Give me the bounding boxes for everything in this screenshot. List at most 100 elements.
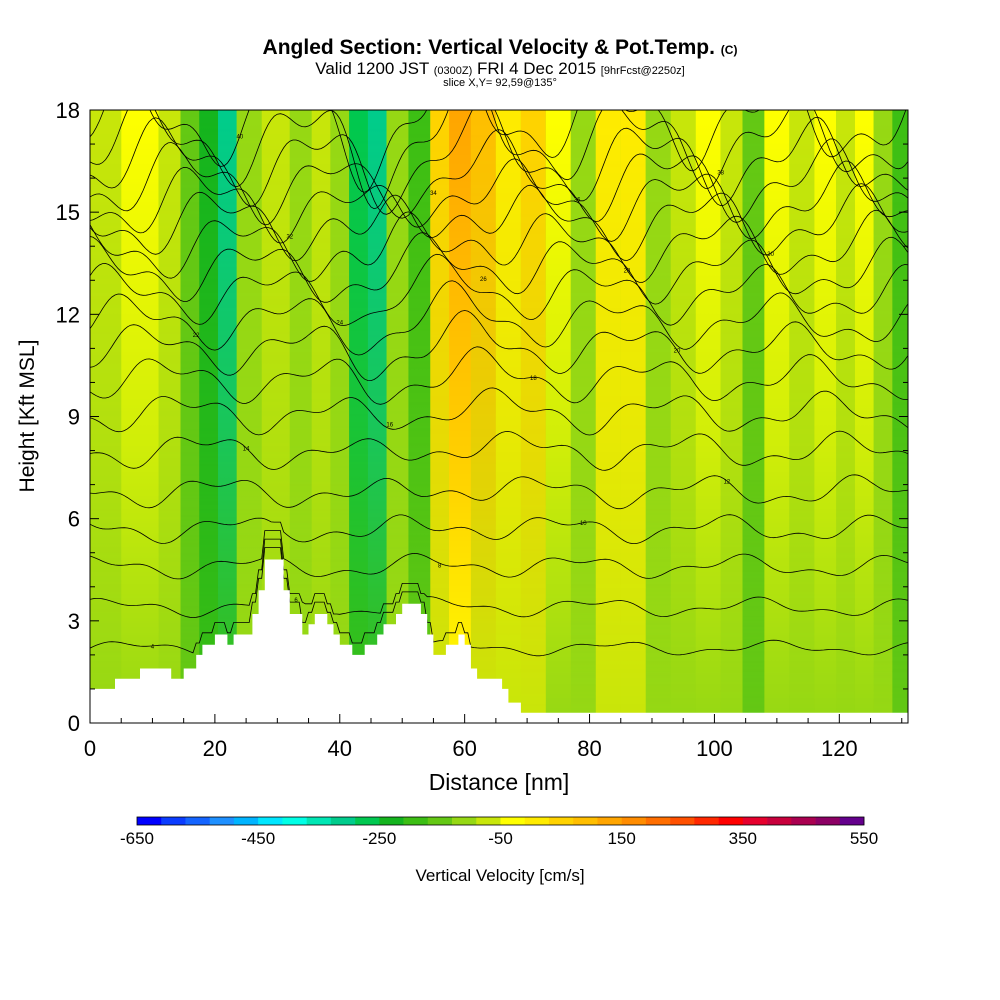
x-tick-label: 40 (328, 736, 352, 761)
velocity-column-high (720, 110, 744, 723)
colorbar-swatch (742, 817, 768, 825)
isentrope-label: 18 (530, 376, 537, 382)
velocity-column-high (520, 110, 547, 723)
isentrope-label: 6 (294, 598, 298, 604)
velocity-column-high (873, 110, 893, 723)
isentrope-line (90, 110, 908, 210)
colorbar-swatch (161, 817, 186, 825)
isentrope-label: 26 (480, 277, 487, 283)
velocity-column (386, 110, 409, 723)
velocity-column-high (289, 110, 313, 723)
valid-date: FRI 4 Dec 2015 (477, 59, 597, 78)
isentrope-label: 20 (674, 349, 681, 355)
velocity-column (180, 110, 200, 723)
colorbar-frame (136, 816, 865, 826)
velocity-column-high (158, 110, 182, 723)
isentrope-line (90, 183, 908, 262)
velocity-column (836, 110, 856, 723)
velocity-column-high (764, 110, 790, 723)
x-tick-label: 100 (696, 736, 733, 761)
colorbar-swatch (185, 817, 210, 825)
isentrope-label: 16 (386, 422, 393, 428)
y-tick-label: 3 (68, 609, 80, 634)
isentrope-line (90, 129, 908, 226)
colorbar-tick-label: -450 (241, 829, 275, 848)
colorbar-swatch (767, 817, 792, 825)
velocity-column-high (836, 110, 856, 723)
colorbar-swatch (791, 817, 816, 825)
colorbar-swatch (379, 817, 404, 825)
colorbar-swatch (476, 817, 501, 825)
isentrope-line (90, 547, 908, 657)
colorbar-swatch (282, 817, 307, 825)
y-tick-label: 9 (68, 405, 80, 430)
x-axis: 0 20 40 60 80 100 120 (84, 714, 903, 761)
velocity-column-high (620, 110, 647, 723)
colorbar-swatch (427, 817, 453, 825)
valid-time: Valid 1200 JST (315, 59, 429, 78)
colorbar-swatch (524, 817, 550, 825)
velocity-column (520, 110, 547, 723)
colorbar-swatch (839, 817, 865, 825)
velocity-column-high (570, 110, 597, 723)
isentrope-label: 38 (717, 171, 724, 177)
colorbar-swatch (209, 817, 235, 825)
isentrope-line (90, 209, 908, 283)
velocity-column-high (695, 110, 722, 723)
colorbar-swatch (621, 817, 647, 825)
isentrope-line (90, 538, 908, 618)
velocity-column-high (180, 110, 200, 723)
colorbar-swatch (500, 817, 526, 825)
velocity-column (854, 110, 875, 723)
colorbar-swatch (258, 817, 283, 825)
isentrope-line (90, 387, 908, 436)
colorbar-label: Vertical Velocity [cm/s] (415, 866, 584, 885)
velocity-column-high (121, 110, 160, 723)
velocity-column-high (386, 110, 409, 723)
velocity-column-high (311, 110, 331, 723)
velocity-column-high (449, 110, 472, 723)
velocity-column (645, 110, 672, 723)
colorbar: -650 -450 -250 -50 150 350 550 (120, 816, 878, 848)
colorbar-tick-label: 150 (607, 829, 635, 848)
colorbar-swatch (548, 817, 574, 825)
isentrope-line (90, 253, 908, 326)
colorbar-swatch (403, 817, 429, 825)
y-tick-label: 18 (56, 98, 80, 123)
isentrope-label: 28 (624, 268, 631, 274)
y-tick-label: 12 (56, 302, 80, 327)
velocity-column-high (645, 110, 672, 723)
velocity-column-high (595, 110, 622, 723)
isentrope-line (90, 430, 908, 471)
velocity-field (90, 110, 908, 723)
colorbar-tick-label: -50 (488, 829, 513, 848)
velocity-column (430, 110, 450, 723)
velocity-column (670, 110, 697, 723)
velocity-column-high (330, 110, 350, 723)
valid-utc: (0300Z) (433, 65, 473, 77)
isentrope-line (90, 530, 908, 580)
velocity-column-high (545, 110, 572, 723)
x-tick-label: 20 (203, 736, 227, 761)
colorbar-swatch (452, 817, 477, 825)
colorbar-tick-label: 350 (729, 829, 757, 848)
velocity-column (199, 110, 219, 723)
velocity-column (495, 110, 522, 723)
colorbar-swatch (694, 817, 719, 825)
isentrope-label: 12 (724, 479, 731, 485)
chart-title-units: (C) (720, 43, 738, 57)
velocity-column-high (495, 110, 522, 723)
velocity-column (570, 110, 597, 723)
velocity-column (620, 110, 647, 723)
colorbar-swatch (718, 817, 744, 825)
velocity-column-high (430, 110, 450, 723)
velocity-column (449, 110, 472, 723)
x-tick-label: 60 (452, 736, 476, 761)
potential-temperature-contours: 4 6 8 10 12 14 16 18 20 22 24 26 28 30 32 34 36 38 40 (90, 110, 908, 657)
forecast-info: [9hrFcst@2250z] (600, 65, 685, 77)
velocity-column-high (670, 110, 697, 723)
velocity-column (545, 110, 572, 723)
velocity-column (873, 110, 893, 723)
chart-title-main: Angled Section: Vertical Velocity & Pot.… (262, 36, 715, 59)
isentrope-line (90, 110, 908, 215)
